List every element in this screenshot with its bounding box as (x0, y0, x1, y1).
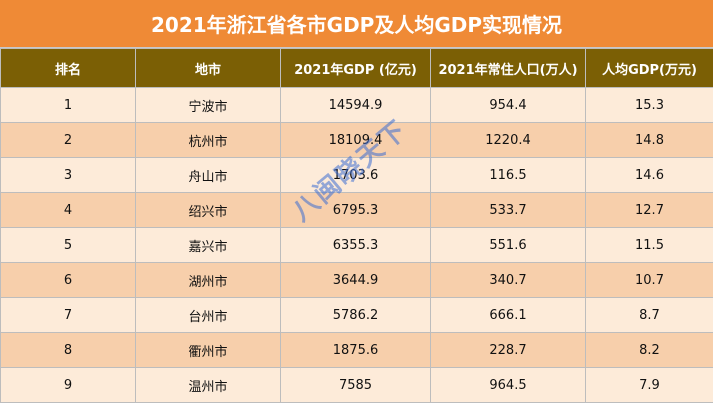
city-cell: 湖州市 (136, 263, 281, 298)
gdp-cell: 6355.3 (281, 228, 431, 263)
table-row: 1 宁波市 14594.9 954.4 15.3 (1, 88, 713, 123)
city-cell: 嘉兴市 (136, 228, 281, 263)
city-cell: 舟山市 (136, 158, 281, 193)
header-row: 排名 地市 2021年GDP (亿元) 2021年常住人口(万人) 人均GDP(… (1, 49, 713, 88)
population-cell: 666.1 (431, 298, 586, 333)
gdp-cell: 3644.9 (281, 263, 431, 298)
city-cell: 温州市 (136, 368, 281, 403)
column-header-city: 地市 (136, 49, 281, 88)
gdp-per-capita-cell: 12.7 (586, 193, 713, 228)
rank-cell: 9 (1, 368, 136, 403)
city-cell: 绍兴市 (136, 193, 281, 228)
population-cell: 116.5 (431, 158, 586, 193)
gdp-per-capita-cell: 14.6 (586, 158, 713, 193)
population-cell: 228.7 (431, 333, 586, 368)
gdp-cell: 7585 (281, 368, 431, 403)
population-cell: 551.6 (431, 228, 586, 263)
city-cell: 宁波市 (136, 88, 281, 123)
rank-cell: 2 (1, 123, 136, 158)
population-cell: 1220.4 (431, 123, 586, 158)
table-row: 5 嘉兴市 6355.3 551.6 11.5 (1, 228, 713, 263)
gdp-cell: 1703.6 (281, 158, 431, 193)
gdp-cell: 6795.3 (281, 193, 431, 228)
city-cell: 台州市 (136, 298, 281, 333)
gdp-per-capita-cell: 15.3 (586, 88, 713, 123)
gdp-cell: 5786.2 (281, 298, 431, 333)
table-row: 3 舟山市 1703.6 116.5 14.6 (1, 158, 713, 193)
gdp-per-capita-cell: 7.9 (586, 368, 713, 403)
column-header-gdp-per-capita: 人均GDP(万元) (586, 49, 713, 88)
gdp-per-capita-cell: 11.5 (586, 228, 713, 263)
gdp-per-capita-cell: 14.8 (586, 123, 713, 158)
gdp-per-capita-cell: 8.7 (586, 298, 713, 333)
table-row: 7 台州市 5786.2 666.1 8.7 (1, 298, 713, 333)
gdp-cell: 18109.4 (281, 123, 431, 158)
rank-cell: 7 (1, 298, 136, 333)
city-cell: 杭州市 (136, 123, 281, 158)
rank-cell: 5 (1, 228, 136, 263)
table-row: 8 衢州市 1875.6 228.7 8.2 (1, 333, 713, 368)
table-row: 4 绍兴市 6795.3 533.7 12.7 (1, 193, 713, 228)
population-cell: 954.4 (431, 88, 586, 123)
gdp-cell: 1875.6 (281, 333, 431, 368)
column-header-gdp: 2021年GDP (亿元) (281, 49, 431, 88)
rank-cell: 6 (1, 263, 136, 298)
gdp-per-capita-cell: 8.2 (586, 333, 713, 368)
gdp-cell: 14594.9 (281, 88, 431, 123)
rank-cell: 4 (1, 193, 136, 228)
population-cell: 964.5 (431, 368, 586, 403)
column-header-rank: 排名 (1, 49, 136, 88)
rank-cell: 8 (1, 333, 136, 368)
rank-cell: 1 (1, 88, 136, 123)
gdp-per-capita-cell: 10.7 (586, 263, 713, 298)
column-header-population: 2021年常住人口(万人) (431, 49, 586, 88)
table-title: 2021年浙江省各市GDP及人均GDP实现情况 (0, 0, 713, 48)
population-cell: 533.7 (431, 193, 586, 228)
population-cell: 340.7 (431, 263, 586, 298)
rank-cell: 3 (1, 158, 136, 193)
city-cell: 衢州市 (136, 333, 281, 368)
table-row: 6 湖州市 3644.9 340.7 10.7 (1, 263, 713, 298)
table-row: 9 温州市 7585 964.5 7.9 (1, 368, 713, 403)
gdp-table: 排名 地市 2021年GDP (亿元) 2021年常住人口(万人) 人均GDP(… (0, 48, 713, 403)
table-row: 2 杭州市 18109.4 1220.4 14.8 (1, 123, 713, 158)
